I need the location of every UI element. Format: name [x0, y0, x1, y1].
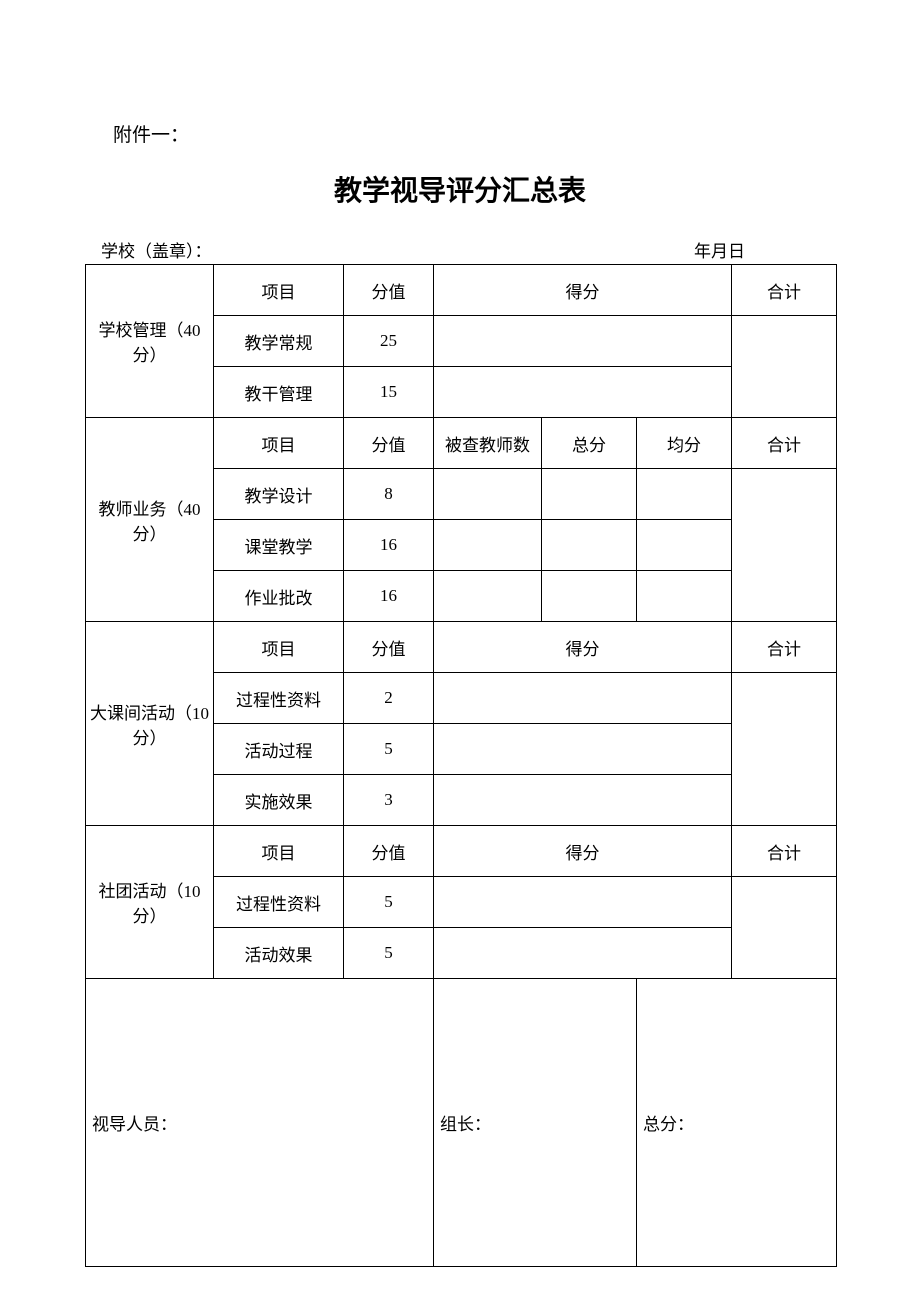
item-cell: 作业批改 — [214, 571, 344, 622]
item-cell: 过程性资料 — [214, 673, 344, 724]
value-cell: 8 — [344, 469, 434, 520]
header-score: 得分 — [434, 826, 732, 877]
item-cell: 活动过程 — [214, 724, 344, 775]
header-item: 项目 — [214, 418, 344, 469]
header-line: 学校（盖章）： 年月日 — [85, 237, 835, 264]
item-cell: 教学设计 — [214, 469, 344, 520]
total-score-cell: 总分： — [637, 979, 837, 1267]
value-cell: 2 — [344, 673, 434, 724]
header-item: 项目 — [214, 826, 344, 877]
score-cell — [434, 520, 542, 571]
item-cell: 活动效果 — [214, 928, 344, 979]
value-cell: 5 — [344, 928, 434, 979]
value-cell: 3 — [344, 775, 434, 826]
leader-cell: 组长： — [434, 979, 637, 1267]
total-cell — [732, 673, 837, 826]
school-label: 学校（盖章）： — [101, 237, 212, 262]
header-score: 得分 — [434, 265, 732, 316]
header-value: 分值 — [344, 418, 434, 469]
attachment-label: 附件一： — [85, 120, 835, 147]
header-score: 得分 — [434, 622, 732, 673]
category-cell: 社团活动（10 分） — [86, 826, 214, 979]
header-item: 项目 — [214, 622, 344, 673]
header-total: 合计 — [732, 622, 837, 673]
score-cell — [434, 316, 732, 367]
header-total: 合计 — [732, 826, 837, 877]
category-cell: 大课间活动（10 分） — [86, 622, 214, 826]
score-cell — [434, 877, 732, 928]
value-cell: 25 — [344, 316, 434, 367]
score-cell — [434, 571, 542, 622]
header-value: 分值 — [344, 622, 434, 673]
header-c3: 均分 — [637, 418, 732, 469]
score-cell — [542, 520, 637, 571]
value-cell: 15 — [344, 367, 434, 418]
table-row: 社团活动（10 分） 项目 分值 得分 合计 — [86, 826, 837, 877]
date-label: 年月日 — [694, 237, 833, 262]
score-cell — [434, 724, 732, 775]
inspector-cell: 视导人员： — [86, 979, 434, 1267]
score-cell — [434, 673, 732, 724]
header-c2: 总分 — [542, 418, 637, 469]
item-cell: 实施效果 — [214, 775, 344, 826]
score-cell — [434, 367, 732, 418]
score-cell — [637, 469, 732, 520]
score-cell — [434, 469, 542, 520]
footer-row: 视导人员： 组长： 总分： — [86, 979, 837, 1267]
header-total: 合计 — [732, 265, 837, 316]
value-cell: 5 — [344, 877, 434, 928]
item-cell: 过程性资料 — [214, 877, 344, 928]
score-cell — [434, 775, 732, 826]
table-row: 学校管理（40 分） 项目 分值 得分 合计 — [86, 265, 837, 316]
header-c1: 被查教师数 — [434, 418, 542, 469]
header-value: 分值 — [344, 265, 434, 316]
item-cell: 教干管理 — [214, 367, 344, 418]
header-value: 分值 — [344, 826, 434, 877]
score-table: 学校管理（40 分） 项目 分值 得分 合计 教学常规 25 教干管理 15 教… — [85, 264, 837, 1267]
category-cell: 教师业务（40 分） — [86, 418, 214, 622]
item-cell: 教学常规 — [214, 316, 344, 367]
category-cell: 学校管理（40 分） — [86, 265, 214, 418]
page-title: 教学视导评分汇总表 — [85, 169, 835, 209]
score-cell — [542, 469, 637, 520]
score-cell — [637, 520, 732, 571]
value-cell: 16 — [344, 520, 434, 571]
table-row: 教师业务（40 分） 项目 分值 被查教师数 总分 均分 合计 — [86, 418, 837, 469]
header-total: 合计 — [732, 418, 837, 469]
item-cell: 课堂教学 — [214, 520, 344, 571]
score-cell — [434, 928, 732, 979]
score-cell — [542, 571, 637, 622]
value-cell: 16 — [344, 571, 434, 622]
header-item: 项目 — [214, 265, 344, 316]
total-cell — [732, 877, 837, 979]
table-row: 大课间活动（10 分） 项目 分值 得分 合计 — [86, 622, 837, 673]
value-cell: 5 — [344, 724, 434, 775]
total-cell — [732, 316, 837, 418]
total-cell — [732, 469, 837, 622]
score-cell — [637, 571, 732, 622]
